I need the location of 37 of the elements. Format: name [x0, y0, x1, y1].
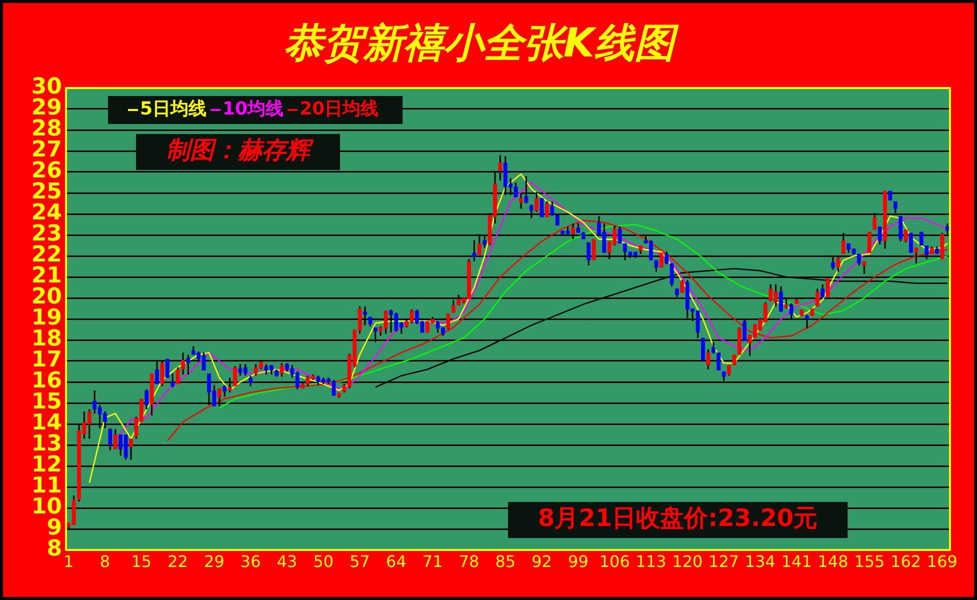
candlestick: [222, 384, 227, 398]
x-tick-label: 134: [744, 552, 776, 571]
x-tick-label: 43: [276, 552, 298, 571]
x-tick-label: 92: [532, 552, 552, 571]
x-tick-label: 50: [313, 552, 334, 571]
x-tick-label: 148: [818, 552, 848, 571]
x-tick-label: 155: [854, 552, 885, 571]
x-tick-label: 64: [386, 552, 406, 571]
x-tick-label: 106: [599, 552, 630, 571]
x-tick-label: 36: [240, 552, 261, 571]
x-tick-label: 113: [636, 552, 666, 571]
y-tick-label: 12: [31, 452, 62, 478]
x-tick-label: 1: [64, 552, 74, 571]
annotation: 8月21日收盘价:23.20元: [538, 504, 818, 532]
x-tick-label: 120: [672, 552, 703, 571]
chart-title: 恭贺新禧小全张K线图: [284, 20, 680, 66]
x-tick-label: 127: [708, 552, 740, 571]
x-tick-label: 162: [890, 552, 922, 571]
x-tick-label: 78: [458, 552, 480, 571]
candlestick: [680, 279, 684, 294]
legend-label: 20日均线: [300, 98, 379, 120]
x-tick-label: 8: [100, 552, 110, 571]
y-tick-label: 18: [31, 326, 62, 352]
x-tick-label: 85: [495, 552, 516, 571]
x-tick-label: 141: [781, 552, 812, 571]
x-tick-label: 22: [168, 552, 188, 571]
x-tick-label: 29: [204, 552, 224, 571]
x-tick-label: 57: [350, 552, 370, 571]
x-tick-label: 99: [568, 552, 588, 571]
annotation: 制图：赫存辉: [166, 136, 314, 164]
x-tick-label: 15: [131, 552, 152, 571]
legend-label: 5日均线: [140, 98, 207, 120]
candlestick: [727, 364, 731, 376]
legend-label: 10均线: [222, 98, 284, 120]
x-tick-label: 71: [422, 552, 443, 571]
x-tick-label: 169: [926, 552, 958, 571]
candlestick: [654, 259, 658, 272]
